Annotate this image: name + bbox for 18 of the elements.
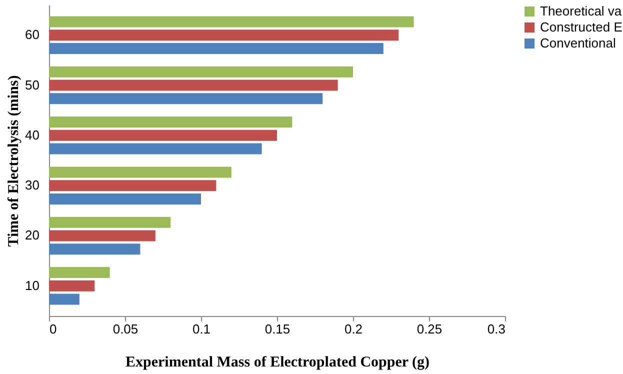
x-axis-title: Experimental Mass of Electroplated Copper (g) [126, 354, 430, 370]
y-axis-title: Time of Electrolysis (mins) [6, 75, 22, 247]
y-tick-label: 20 [25, 228, 40, 243]
y-tick-label: 30 [25, 178, 40, 193]
x-tick-label: 0.2 [344, 322, 363, 336]
x-tick-label: 0.1 [192, 322, 211, 336]
x-tick-label: 0.05 [112, 322, 138, 336]
x-tick-label: 0 [50, 322, 57, 336]
legend-label: Theoretical va [540, 4, 622, 18]
y-tick-label: 50 [25, 77, 40, 92]
y-tick-label: 10 [25, 278, 40, 293]
legend-label: Constructed E [540, 20, 623, 34]
legend-label: Conventional [540, 36, 616, 50]
x-tick-label: 0.25 [416, 322, 442, 336]
x-tick-label: 0.3 [487, 322, 506, 336]
x-tick-label: 0.15 [264, 322, 290, 336]
y-tick-label: 60 [25, 27, 40, 42]
y-tick-label: 40 [25, 127, 40, 142]
